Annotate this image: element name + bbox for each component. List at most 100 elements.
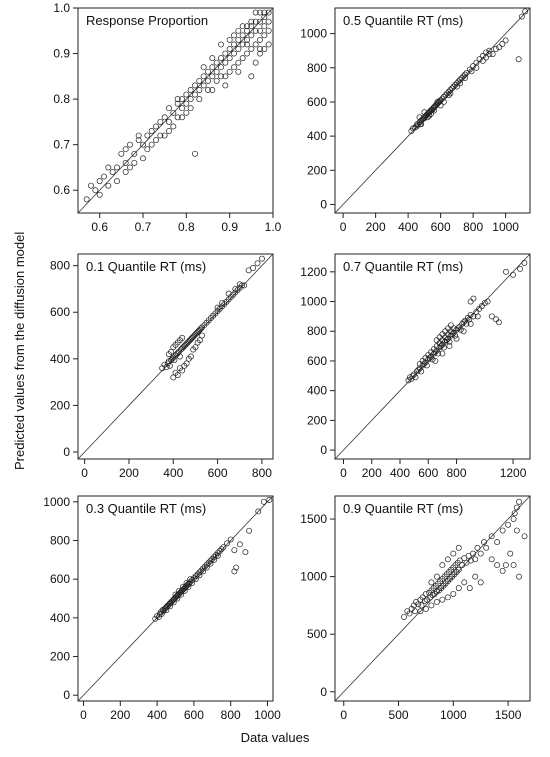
data-point: [493, 316, 500, 323]
data-point: [163, 607, 170, 614]
shared-x-axis-label: Data values: [240, 730, 310, 745]
data-point: [200, 82, 207, 89]
data-point: [176, 353, 183, 360]
data-point: [199, 332, 206, 339]
data-point: [196, 337, 203, 344]
data-point: [166, 128, 172, 134]
x-tick-label: 0: [340, 220, 347, 234]
data-point: [486, 47, 493, 54]
data-point: [444, 556, 451, 563]
data-point: [452, 332, 459, 339]
data-point: [122, 169, 129, 175]
y-tick-label: 0.7: [53, 138, 70, 152]
data-point: [236, 281, 243, 288]
data-point: [450, 83, 457, 90]
shared-y-axis-label: Predicted values from the diffusion mode…: [12, 231, 27, 470]
data-point: [209, 73, 216, 80]
data-point: [227, 536, 234, 543]
data-point: [235, 59, 242, 66]
data-point: [265, 9, 272, 16]
data-point: [484, 298, 491, 305]
y-tick-label: 200: [307, 163, 327, 177]
data-point: [510, 562, 517, 569]
data-point: [476, 56, 483, 63]
data-point: [244, 50, 250, 57]
data-point: [255, 508, 262, 515]
data-point: [166, 118, 172, 125]
data-point: [467, 320, 474, 327]
data-point: [415, 366, 422, 373]
y-tick-label: 400: [307, 384, 327, 398]
x-tick-label: 400: [390, 466, 410, 480]
data-point: [183, 360, 190, 367]
panel-title: 0.1 Quantile RT (ms): [86, 259, 206, 274]
data-point: [192, 573, 199, 580]
data-point: [140, 141, 146, 148]
data-point: [219, 299, 225, 306]
data-point: [226, 36, 233, 43]
data-point: [522, 8, 529, 15]
data-point: [405, 377, 412, 384]
data-point: [205, 68, 211, 75]
data-point: [481, 300, 488, 306]
data-point: [179, 583, 186, 590]
data-point: [466, 585, 473, 592]
data-point: [248, 46, 255, 52]
data-point: [96, 178, 103, 185]
y-tick-label: 1000: [43, 495, 70, 509]
y-tick-label: 1200: [300, 265, 327, 279]
y-tick-label: 800: [50, 533, 70, 547]
data-point: [460, 73, 467, 80]
panel-frame: [77, 7, 274, 214]
data-point: [209, 87, 216, 93]
data-point: [437, 102, 444, 109]
data-point: [460, 328, 467, 335]
data-point: [207, 560, 214, 567]
data-point: [246, 527, 253, 534]
data-point: [183, 100, 190, 107]
data-point: [421, 360, 427, 367]
panel-title: 0.7 Quantile RT (ms): [343, 259, 463, 274]
data-point: [218, 73, 224, 80]
data-point: [422, 355, 429, 361]
data-point: [416, 360, 423, 367]
data-point: [481, 539, 487, 546]
data-point: [140, 155, 146, 162]
data-point: [235, 46, 242, 52]
data-point: [167, 362, 173, 369]
y-tick-label: 400: [307, 129, 327, 143]
data-point: [122, 159, 129, 166]
data-point: [207, 557, 214, 564]
x-tick-label: 600: [184, 708, 204, 722]
data-point: [433, 599, 440, 605]
data-point: [455, 78, 462, 85]
data-point: [187, 96, 194, 103]
data-point: [203, 564, 210, 571]
data-point: [196, 569, 203, 576]
data-point: [409, 372, 416, 379]
data-point: [260, 498, 267, 505]
data-point: [144, 146, 151, 153]
data-point: [472, 556, 479, 563]
data-point: [231, 568, 238, 575]
x-tick-label: 200: [110, 708, 130, 722]
data-point: [231, 547, 238, 554]
x-tick-label: 400: [163, 466, 183, 480]
data-point: [236, 541, 243, 548]
data-point: [239, 23, 246, 30]
data-point: [131, 150, 138, 157]
data-point: [417, 608, 424, 615]
data-point: [179, 96, 185, 103]
x-tick-label: 0.9: [221, 220, 238, 234]
y-tick-label: 200: [307, 413, 327, 427]
data-point: [127, 164, 133, 171]
data-point: [413, 123, 420, 130]
y-tick-label: 0: [63, 445, 70, 459]
data-point: [513, 504, 520, 511]
data-point: [447, 322, 454, 329]
data-point: [445, 325, 451, 332]
x-tick-label: 1000: [492, 220, 519, 234]
data-point: [254, 260, 261, 267]
data-point: [170, 599, 177, 606]
data-point: [424, 114, 431, 121]
